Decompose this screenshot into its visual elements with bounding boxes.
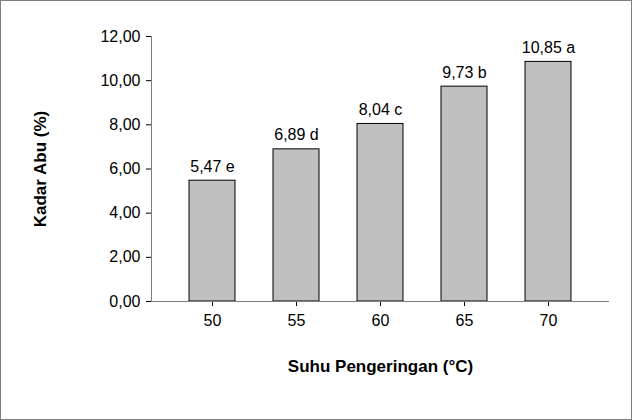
- svg-text:55: 55: [288, 312, 306, 329]
- svg-text:10,85 a: 10,85 a: [522, 39, 575, 56]
- svg-text:0,00: 0,00: [109, 293, 140, 310]
- svg-text:6,89 d: 6,89 d: [274, 126, 318, 143]
- svg-text:Suhu Pengeringan (°C): Suhu Pengeringan (°C): [288, 357, 473, 376]
- svg-text:70: 70: [540, 312, 558, 329]
- svg-text:10,00: 10,00: [100, 72, 140, 89]
- svg-text:65: 65: [456, 312, 474, 329]
- svg-text:6,00: 6,00: [109, 160, 140, 177]
- svg-text:4,00: 4,00: [109, 204, 140, 221]
- svg-text:8,00: 8,00: [109, 116, 140, 133]
- svg-text:2,00: 2,00: [109, 248, 140, 265]
- svg-text:12,00: 12,00: [100, 28, 140, 45]
- svg-text:5,47 e: 5,47 e: [190, 158, 235, 175]
- svg-text:60: 60: [372, 312, 390, 329]
- svg-text:Kadar Abu (%): Kadar Abu (%): [31, 111, 50, 228]
- svg-text:8,04 c: 8,04 c: [359, 101, 403, 118]
- svg-text:50: 50: [204, 312, 222, 329]
- svg-text:9,73 b: 9,73 b: [442, 64, 487, 81]
